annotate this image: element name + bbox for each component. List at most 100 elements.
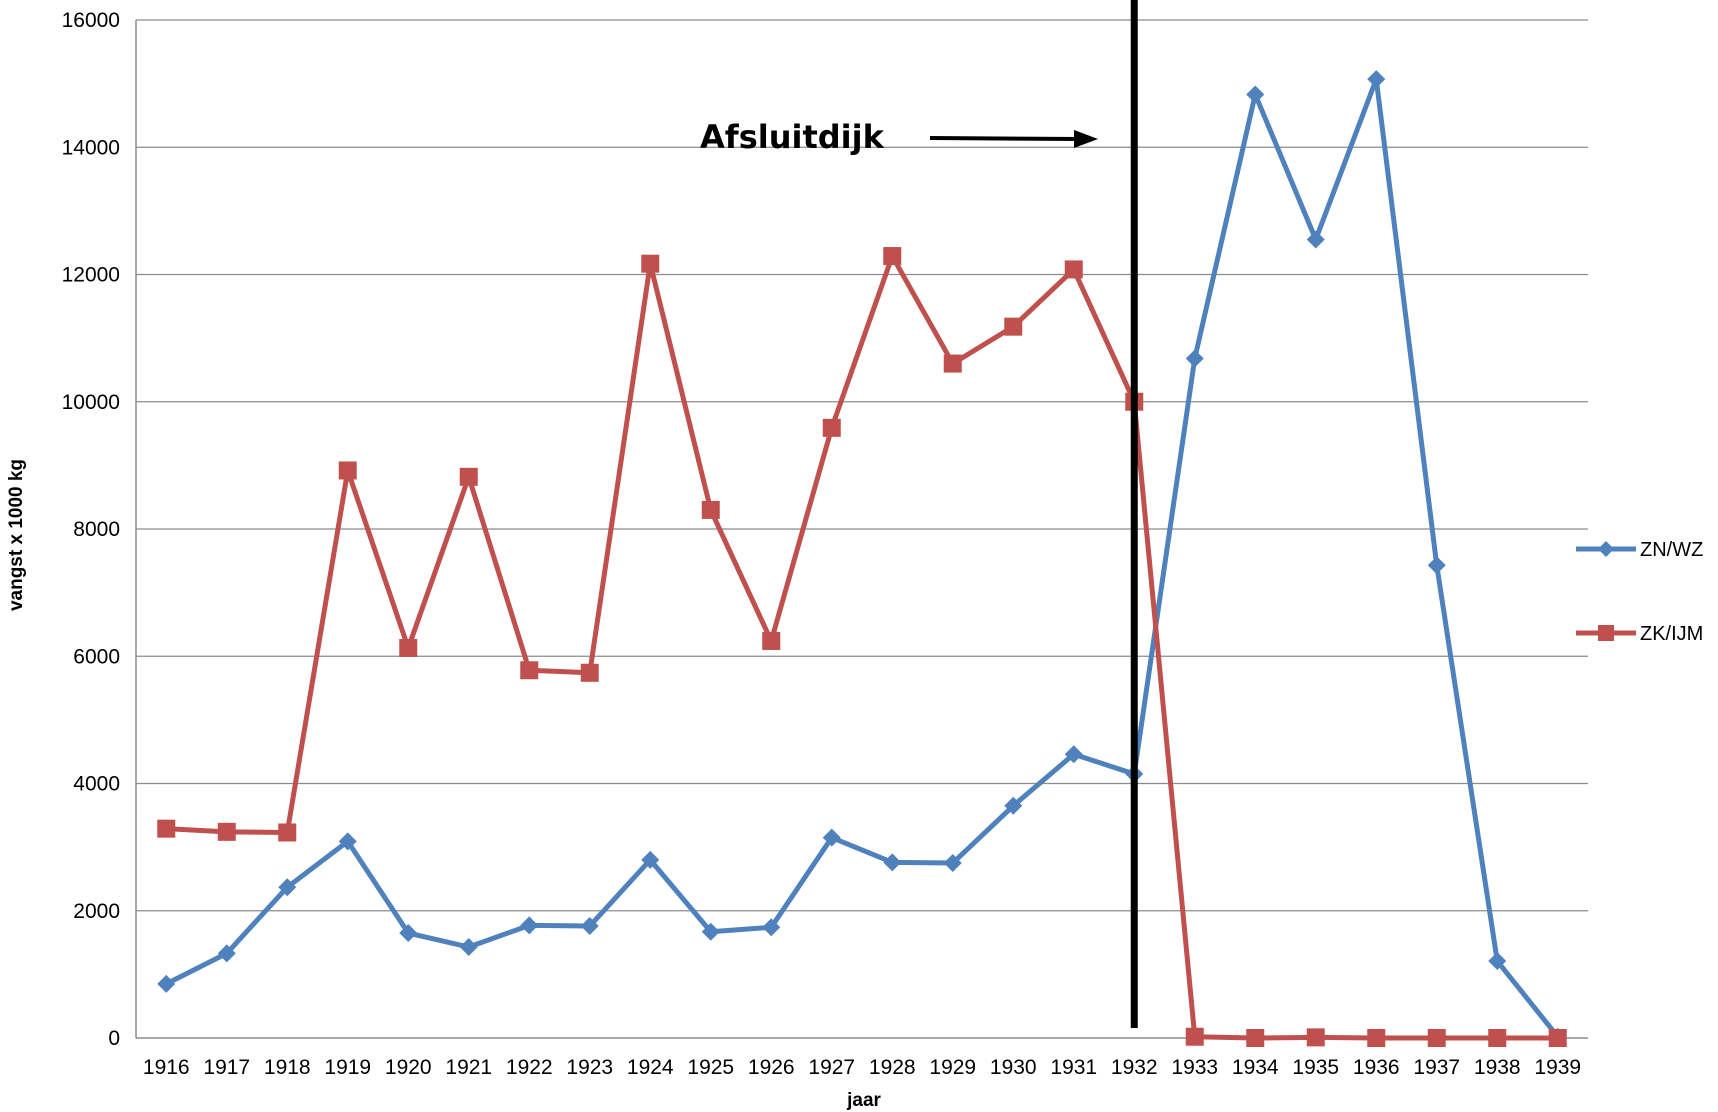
legend-entry: ZN/WZ	[1576, 539, 1703, 561]
y-axis-title: vangst x 1000 kg	[6, 459, 27, 611]
data-point	[1004, 796, 1023, 815]
y-tick-label: 12000	[62, 264, 120, 287]
data-point	[399, 638, 418, 657]
x-axis-title: jaar	[846, 1090, 881, 1111]
x-tick-label: 1937	[1413, 1056, 1460, 1079]
data-point	[338, 832, 357, 851]
x-tick-label: 1931	[1050, 1056, 1097, 1079]
y-tick-label: 14000	[62, 136, 120, 159]
y-tick-label: 0	[108, 1027, 120, 1050]
data-point	[822, 828, 841, 847]
data-point	[157, 819, 176, 838]
legend-label: ZK/IJM	[1640, 623, 1703, 645]
series-line	[165, 76, 1560, 1039]
data-point	[157, 974, 176, 993]
x-tick-label: 1922	[506, 1056, 553, 1079]
x-tick-label: 1938	[1474, 1056, 1521, 1079]
y-tick-label: 8000	[73, 518, 120, 541]
x-tick-label: 1933	[1171, 1056, 1218, 1079]
data-point	[459, 467, 478, 486]
series-line	[166, 253, 1558, 1041]
x-tick-label: 1920	[385, 1056, 432, 1079]
data-point	[1427, 556, 1446, 575]
x-tick-label: 1917	[203, 1056, 250, 1079]
annotation-arrow-head	[1074, 130, 1098, 148]
data-point	[580, 663, 599, 682]
legend-swatch-marker	[1598, 541, 1614, 557]
data-point	[1185, 349, 1204, 368]
series-1	[157, 70, 1567, 1046]
x-tick-label: 1936	[1353, 1056, 1400, 1079]
legend: ZN/WZ ZK/IJM	[1576, 539, 1703, 645]
x-tick-label: 1921	[445, 1056, 492, 1079]
x-tick-label: 1927	[808, 1056, 855, 1079]
legend-entry: ZK/IJM	[1576, 623, 1703, 645]
annotation-layer: Afsluitdijk	[700, 0, 1138, 1028]
data-point	[943, 354, 962, 373]
data-point	[762, 918, 781, 937]
data-point	[641, 254, 660, 273]
data-point	[1306, 230, 1325, 249]
data-point	[641, 850, 660, 869]
x-tick-label: 1925	[687, 1056, 734, 1079]
data-point	[1488, 952, 1507, 971]
legend-swatch-marker	[1598, 625, 1614, 641]
x-tick-label: 1928	[869, 1056, 916, 1079]
data-point	[1064, 260, 1083, 279]
series-layer	[157, 70, 1567, 1047]
data-point	[217, 822, 236, 841]
data-point	[338, 461, 357, 480]
data-point	[1246, 85, 1265, 104]
data-point	[762, 631, 781, 650]
x-tick-labels: 1916 1917 1918 1919 1920 1921 1922 1923 1924 1925…	[143, 1056, 1581, 1079]
data-point	[278, 823, 297, 842]
annotation-label: Afsluitdijk	[700, 118, 885, 156]
data-point	[459, 938, 478, 957]
x-tick-label: 1919	[324, 1056, 371, 1079]
data-point	[520, 916, 539, 935]
data-point	[943, 854, 962, 873]
x-tick-label: 1926	[748, 1056, 795, 1079]
y-tick-label: 10000	[62, 391, 120, 414]
data-point	[1064, 745, 1083, 764]
x-tick-label: 1935	[1292, 1056, 1339, 1079]
x-tick-label: 1924	[627, 1056, 674, 1079]
x-tick-label: 1932	[1111, 1056, 1158, 1079]
x-tick-label: 1929	[929, 1056, 976, 1079]
data-point	[883, 247, 902, 266]
data-point	[822, 418, 841, 437]
x-tick-label: 1923	[566, 1056, 613, 1079]
x-tick-label: 1916	[143, 1056, 190, 1079]
annotation-arrow-shaft	[929, 136, 1081, 141]
data-point	[883, 853, 902, 872]
data-point	[1246, 1029, 1265, 1047]
data-point	[1367, 1029, 1386, 1047]
data-point	[701, 500, 720, 519]
x-tick-label: 1939	[1534, 1056, 1581, 1079]
grid-lines	[136, 19, 1588, 912]
data-point	[1427, 1029, 1446, 1047]
data-point	[580, 917, 599, 936]
x-tick-label: 1918	[264, 1056, 311, 1079]
x-tick-label: 1934	[1232, 1056, 1279, 1079]
data-point	[1004, 317, 1023, 336]
data-point	[701, 922, 720, 941]
y-tick-label: 4000	[73, 773, 120, 796]
series-2	[157, 247, 1567, 1047]
y-tick-labels: 0 2000 4000 6000 8000 10000 12000 14000 16000	[62, 9, 120, 1050]
y-tick-label: 16000	[62, 9, 120, 32]
y-tick-label: 6000	[73, 645, 120, 668]
legend-label: ZN/WZ	[1640, 539, 1703, 561]
data-point	[399, 924, 418, 943]
data-point	[1548, 1029, 1567, 1047]
data-point	[1185, 1027, 1204, 1046]
data-point	[520, 661, 539, 680]
data-point	[217, 944, 236, 963]
y-tick-label: 2000	[73, 900, 120, 923]
data-point	[1306, 1028, 1325, 1047]
x-tick-label: 1930	[990, 1056, 1037, 1079]
data-point	[278, 878, 297, 897]
data-point	[1488, 1029, 1507, 1047]
data-point	[1367, 70, 1386, 89]
